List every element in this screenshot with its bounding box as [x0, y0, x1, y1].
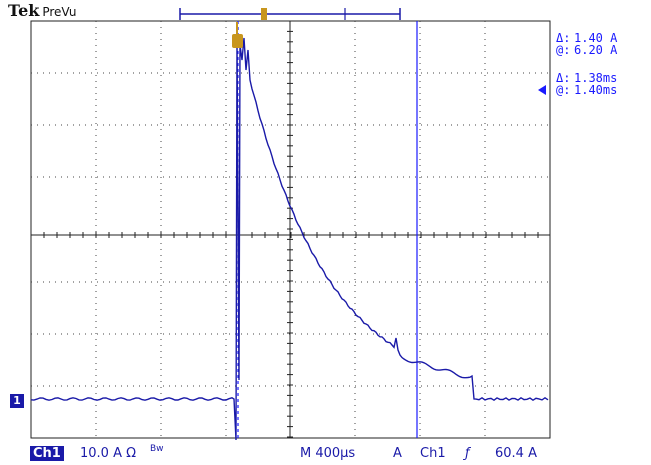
graticule-ticks — [30, 20, 539, 438]
brand: Tek PreVu — [8, 1, 77, 20]
vertical-scale: 10.0 A Ω — [80, 446, 137, 461]
delta-symbol: Δ: — [556, 71, 571, 85]
at-symbol: @: — [556, 83, 571, 97]
time-delta: 1.38ms — [574, 71, 618, 85]
status-bar: Ch1 10.0 A Ω Bw M 400μs A Ch1 ƒ 60.4 A — [0, 443, 651, 465]
trigger-channel: Ch1 — [420, 446, 446, 461]
channel-1-ground-marker[interactable]: 1 — [10, 394, 24, 408]
tek-logo: Tek — [8, 1, 40, 20]
trigger-level: 60.4 A — [495, 446, 537, 461]
record-view-bar — [179, 8, 401, 20]
cursor-arrow-icon — [538, 85, 546, 95]
graticule-grid — [31, 21, 550, 438]
timebase: M 400μs — [300, 446, 356, 461]
trigger-position-marker[interactable] — [232, 22, 243, 48]
trigger-slope-icon: ƒ — [465, 446, 470, 461]
amplitude-cursor-readout: Δ: 1.40 A @: 6.20 A — [556, 32, 617, 56]
amplitude-delta: 1.40 A — [574, 31, 618, 45]
delta-symbol: Δ: — [556, 31, 571, 45]
bandwidth-limit-icon: Bw — [150, 444, 164, 454]
amplitude-at: 6.20 A — [574, 43, 618, 57]
time-cursor-readout: Δ: 1.38ms @: 1.40ms — [556, 72, 617, 96]
channel-badge[interactable]: Ch1 — [30, 446, 64, 461]
at-symbol: @: — [556, 43, 571, 57]
delta-label: A — [393, 446, 402, 461]
time-at: 1.40ms — [574, 83, 618, 97]
acquisition-mode: PreVu — [42, 5, 77, 19]
ch1-waveform — [30, 37, 549, 441]
